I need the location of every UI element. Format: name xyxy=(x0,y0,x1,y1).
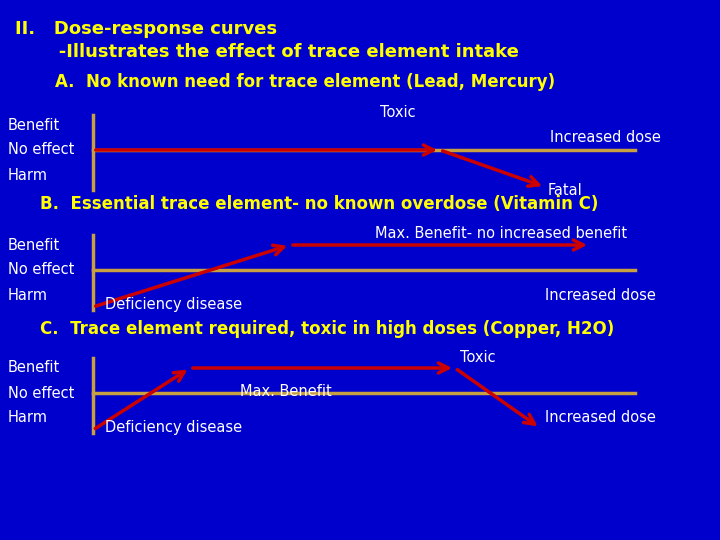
Text: Benefit: Benefit xyxy=(8,118,60,132)
Text: Max. Benefit- no increased benefit: Max. Benefit- no increased benefit xyxy=(375,226,627,241)
Text: Harm: Harm xyxy=(8,410,48,426)
Text: Benefit: Benefit xyxy=(8,238,60,253)
Text: Deficiency disease: Deficiency disease xyxy=(105,297,242,312)
Text: Toxic: Toxic xyxy=(380,105,415,120)
Text: Increased dose: Increased dose xyxy=(545,287,656,302)
Text: A.  No known need for trace element (Lead, Mercury): A. No known need for trace element (Lead… xyxy=(55,73,555,91)
Text: Harm: Harm xyxy=(8,167,48,183)
Text: II.   Dose-response curves: II. Dose-response curves xyxy=(15,20,277,38)
Text: Benefit: Benefit xyxy=(8,361,60,375)
Text: Harm: Harm xyxy=(8,287,48,302)
Text: No effect: No effect xyxy=(8,143,74,158)
Text: Increased dose: Increased dose xyxy=(550,130,661,145)
Text: B.  Essential trace element- no known overdose (Vitamin C): B. Essential trace element- no known ove… xyxy=(40,195,598,213)
Text: No effect: No effect xyxy=(8,262,74,278)
Text: Max. Benefit: Max. Benefit xyxy=(240,383,332,399)
Text: Fatal: Fatal xyxy=(548,183,582,198)
Text: -Illustrates the effect of trace element intake: -Illustrates the effect of trace element… xyxy=(15,43,519,61)
Text: Toxic: Toxic xyxy=(460,350,495,365)
Text: Deficiency disease: Deficiency disease xyxy=(105,420,242,435)
Text: Increased dose: Increased dose xyxy=(545,410,656,426)
Text: No effect: No effect xyxy=(8,386,74,401)
Text: C.  Trace element required, toxic in high doses (Copper, H2O): C. Trace element required, toxic in high… xyxy=(40,320,614,338)
